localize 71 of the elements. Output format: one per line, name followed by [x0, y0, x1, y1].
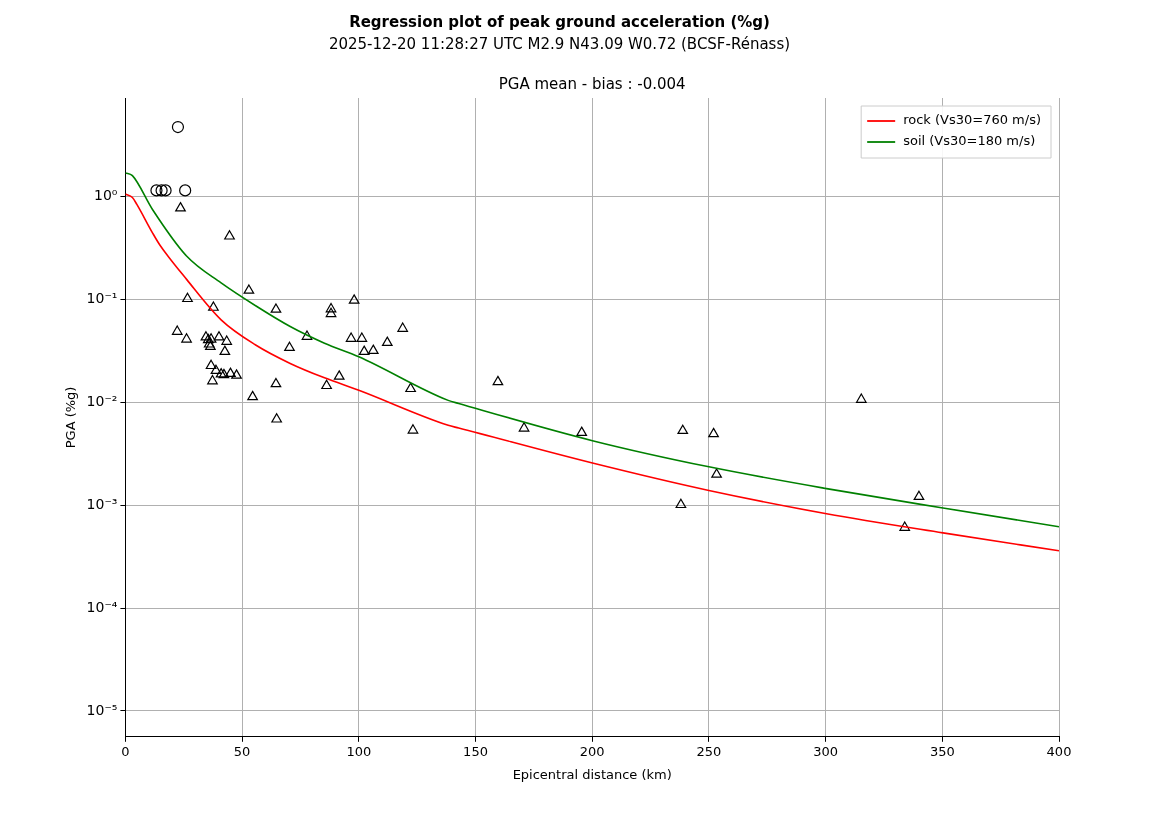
point	[407, 424, 419, 434]
x-tick-label: 100	[346, 743, 372, 759]
point	[171, 120, 185, 134]
y-tick-label: 10⁰	[93, 187, 118, 204]
point	[155, 184, 168, 197]
point	[181, 333, 192, 343]
point	[207, 374, 218, 385]
legend-label: soil (Vs30=180 m/s)	[903, 133, 1036, 149]
point	[205, 359, 217, 370]
x-tick-label: 250	[696, 743, 722, 759]
chart-title: Regression plot of peak ground acceleration (%g)	[349, 12, 770, 31]
point	[358, 345, 370, 356]
legend-label: rock (Vs30=760 m/s)	[903, 112, 1041, 128]
point	[576, 426, 588, 436]
point	[708, 427, 719, 438]
point	[367, 344, 379, 355]
point	[270, 377, 282, 388]
y-axis-title: PGA (%g)	[63, 386, 79, 449]
point	[270, 303, 282, 313]
point	[397, 322, 409, 332]
point	[677, 424, 689, 435]
point	[159, 184, 172, 197]
y-tick-label: 10⁻¹	[86, 290, 118, 307]
text: PGA mean - bias : -0.004	[498, 75, 686, 94]
point	[247, 390, 258, 401]
x-tick-label: 400	[1046, 743, 1072, 759]
point	[492, 375, 504, 386]
point	[219, 345, 231, 356]
y-tick-label: 10⁻³	[86, 495, 118, 512]
x-tick-label: 300	[813, 743, 839, 759]
point	[301, 330, 313, 340]
point	[321, 379, 332, 390]
point	[182, 292, 193, 303]
y-tick-label: 10⁻⁵	[86, 701, 118, 718]
x-axis-title: Epicentral distance (km)	[512, 766, 672, 782]
point	[356, 332, 368, 342]
point	[333, 370, 345, 380]
x-tick-label: 0	[121, 743, 130, 759]
point	[345, 332, 357, 342]
point	[855, 393, 867, 403]
point	[175, 201, 186, 212]
y-tick-label: 10⁻²	[86, 392, 118, 409]
point	[243, 284, 255, 294]
point	[213, 331, 225, 341]
point	[518, 422, 530, 432]
y-tick-label: 10⁻⁴	[86, 598, 118, 615]
point	[405, 382, 416, 393]
point	[348, 294, 360, 304]
point	[899, 521, 911, 531]
point	[325, 307, 337, 318]
point	[325, 302, 337, 313]
point	[179, 184, 192, 197]
x-tick-label: 200	[579, 743, 605, 759]
x-tick-label: 350	[929, 743, 955, 759]
point	[271, 413, 283, 423]
point	[171, 325, 183, 335]
point	[208, 301, 219, 311]
point	[224, 230, 235, 240]
point	[675, 498, 687, 509]
point	[150, 184, 163, 197]
chart-subtitle: 2025-12-20 11:28:27 UTC M2.9 N43.09 W0.72 (BCSF-Rénass)	[328, 34, 791, 53]
point	[711, 468, 722, 478]
point	[381, 336, 393, 346]
point	[913, 490, 925, 501]
point	[284, 341, 295, 352]
x-tick-label: 50	[233, 743, 251, 759]
point	[221, 335, 233, 345]
point	[225, 367, 236, 378]
x-tick-label: 150	[463, 743, 488, 759]
point	[210, 364, 222, 375]
point	[231, 369, 242, 379]
